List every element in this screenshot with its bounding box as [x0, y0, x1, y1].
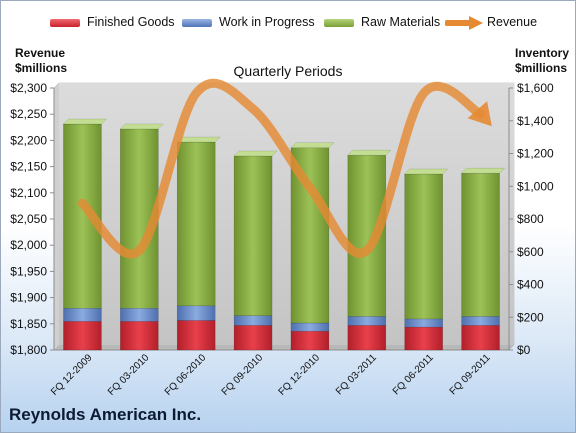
bar-finished-goods [347, 325, 387, 351]
bar-top-cap [460, 167, 506, 174]
bar-top-cap [176, 136, 221, 143]
left-tick-label: $2,300 [10, 81, 47, 95]
bar-raw-materials [233, 155, 273, 316]
bar-finished-goods [120, 321, 159, 351]
right-tick-label: $1,400 [517, 114, 554, 128]
bar-work-in-progress [347, 316, 387, 326]
legend-swatch-work-in-progress [182, 19, 212, 27]
bar-top-cap [119, 123, 164, 130]
left-tick-label: $2,000 [10, 238, 47, 252]
right-tick-label: $1,600 [517, 81, 554, 95]
bar-work-in-progress [176, 305, 216, 321]
right-tick-label: $800 [517, 212, 544, 226]
right-tick-label: $0 [517, 343, 531, 357]
bar-finished-goods [176, 320, 216, 351]
x-tick-label: FQ 09-2011 [448, 352, 493, 397]
bar-work-in-progress [233, 315, 273, 326]
bar-top-cap [233, 150, 278, 157]
left-tick-label: $2,050 [10, 212, 47, 226]
right-axis-title: Inventory $millions [515, 46, 569, 76]
bar-work-in-progress [290, 322, 330, 332]
bar-top-cap [347, 149, 392, 156]
x-tick-label: FQ 09-2010 [220, 352, 266, 398]
revenue-arrowhead [467, 101, 492, 127]
left-axis-title-line-1: Revenue [15, 46, 66, 60]
right-tick-label: $1,200 [517, 147, 554, 161]
plot-floor [54, 345, 514, 350]
left-tick-label: $1,800 [10, 343, 47, 357]
legend-swatch-finished-goods [50, 19, 80, 27]
bar-top-cap [290, 142, 335, 149]
legend-label-raw-materials: Raw Materials [361, 15, 441, 29]
bar-work-in-progress [63, 307, 102, 322]
x-tick-label: FQ 03-2010 [106, 352, 152, 398]
left-tick-label: $2,250 [10, 107, 47, 121]
bar-finished-goods [404, 326, 443, 351]
bar-work-in-progress [120, 307, 159, 322]
bar-finished-goods [233, 325, 273, 351]
bar-raw-materials [176, 141, 216, 307]
left-tick-label: $2,200 [10, 133, 47, 147]
legend-swatch-raw-materials [324, 19, 354, 27]
bar-raw-materials [461, 172, 500, 317]
right-tick-label: $600 [517, 245, 544, 259]
legend-label-finished-goods: Finished Goods [87, 15, 175, 29]
bar-top-cap [404, 168, 449, 175]
left-axis-title-line-2: $millions [15, 61, 68, 75]
right-axis-title-line-1: Inventory [515, 46, 570, 60]
right-axis-title-line-2: $millions [515, 61, 568, 75]
x-tick-label: FQ 06-2010 [163, 352, 209, 398]
right-tick-label: $200 [517, 310, 544, 324]
left-tick-label: $2,150 [10, 160, 47, 174]
legend-label-revenue: Revenue [487, 15, 538, 29]
bar-finished-goods [290, 330, 330, 351]
right-tick-label: $400 [517, 278, 544, 292]
x-tick-label: FQ 12-2010 [277, 352, 323, 398]
left-tick-label: $1,900 [10, 291, 47, 305]
legend-swatch-revenue [445, 16, 483, 30]
x-tick-label: FQ 06-2011 [391, 352, 436, 397]
bar-raw-materials [404, 173, 443, 320]
bar-finished-goods [461, 325, 500, 351]
company-name: Reynolds American Inc. [9, 405, 202, 424]
x-tick-label: FQ 03-2011 [334, 352, 379, 397]
legend-label-work-in-progress: Work in Progress [219, 15, 315, 29]
left-tick-label: $2,100 [10, 186, 47, 200]
revenue-line [77, 78, 486, 259]
left-tick-label: $1,950 [10, 264, 47, 278]
x-tick-label: FQ 12-2009 [49, 352, 95, 398]
bar-finished-goods [63, 321, 102, 351]
bar-top-cap [62, 118, 108, 125]
left-tick-label: $1,850 [10, 317, 47, 331]
left-axis-title: Revenue $millions [15, 46, 67, 76]
bar-work-in-progress [404, 318, 443, 328]
chart-title: Quarterly Periods [233, 63, 343, 79]
bar-work-in-progress [461, 316, 500, 326]
right-tick-label: $1,000 [517, 179, 554, 193]
